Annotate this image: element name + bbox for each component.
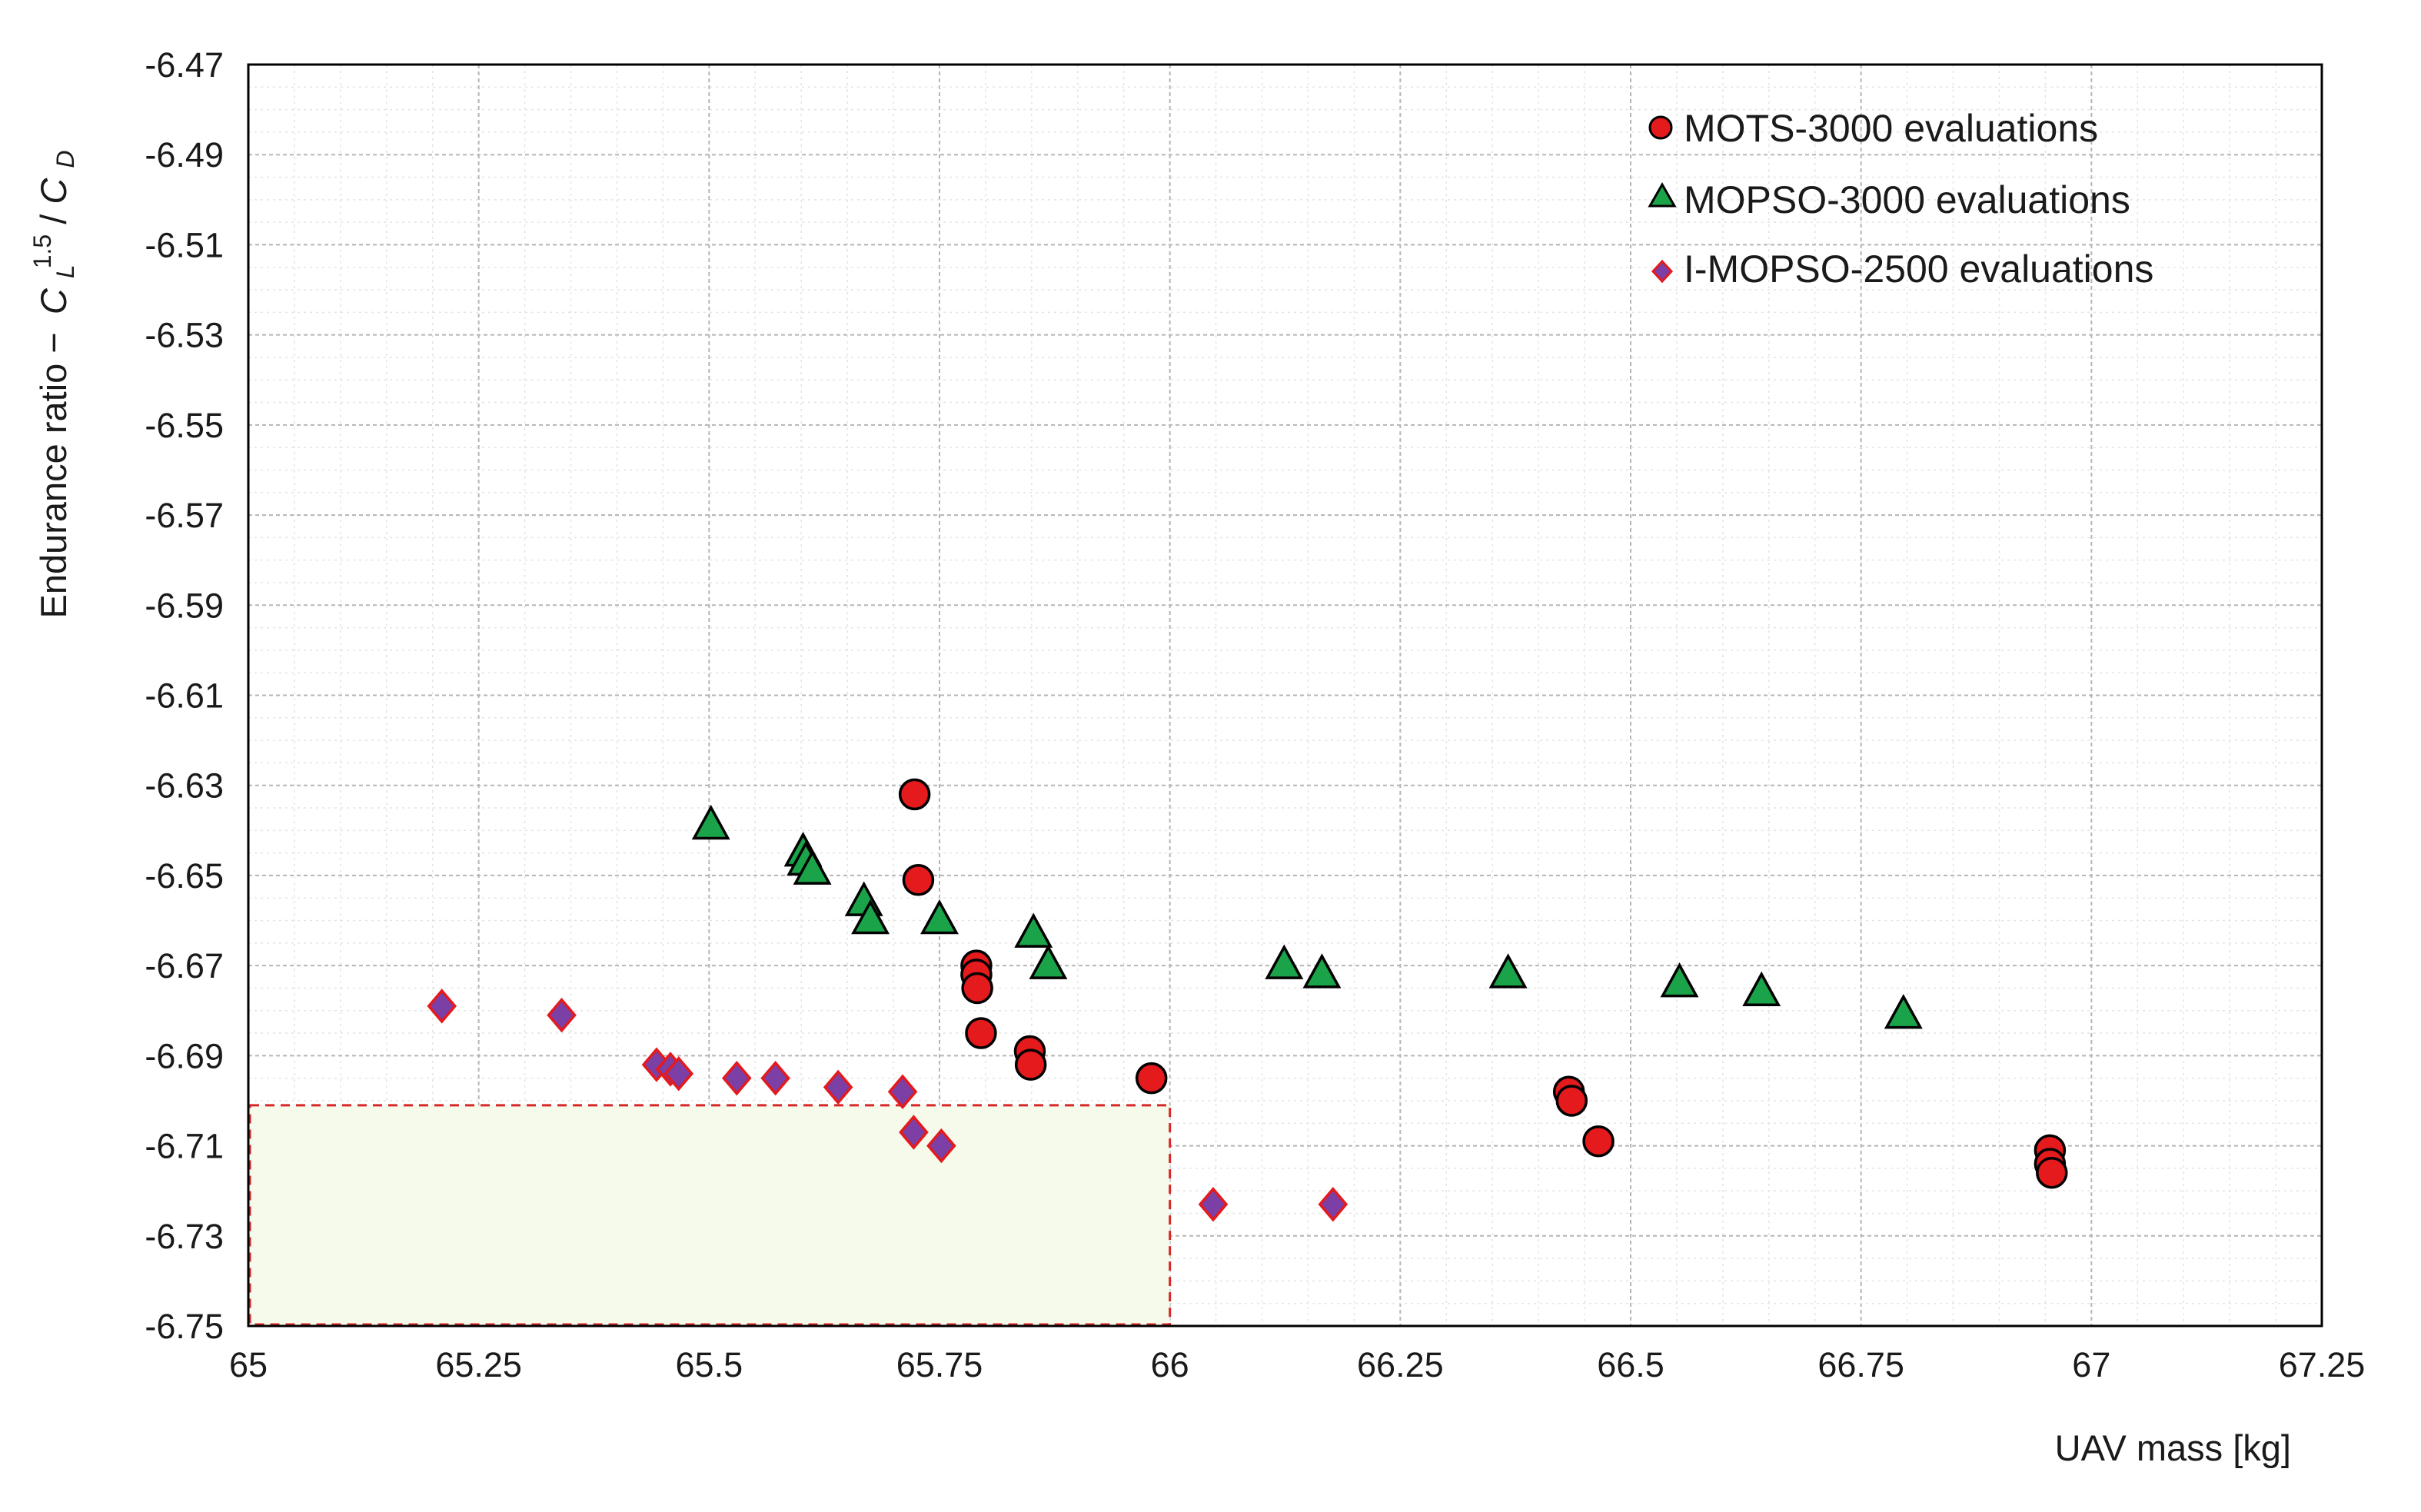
data-point-triangle (1742, 971, 1781, 1007)
legend-item-imopso: I-MOPSO-2500 evaluations (1651, 248, 2153, 291)
data-point-triangle (920, 899, 959, 935)
series-circle (898, 778, 2068, 1189)
data-point-triangle (1660, 962, 1699, 998)
y-tick-label: -6.49 (145, 135, 224, 174)
data-point-triangle (1014, 912, 1053, 948)
series-diamond (427, 989, 1349, 1222)
data-point-triangle (793, 849, 832, 885)
data-point-circle (1555, 1085, 1588, 1117)
data-point-triangle (1884, 993, 1923, 1029)
y-axis-title-prefix: Endurance ratio − (33, 332, 74, 618)
data-point-diamond (427, 989, 457, 1024)
series-triangle (691, 804, 1923, 1029)
x-tick-label: 65.5 (676, 1345, 743, 1384)
y-tick-label: -6.71 (145, 1127, 224, 1166)
data-point-triangle (1488, 953, 1528, 989)
legend-item-mopso: MOPSO-3000 evaluations (1648, 178, 2130, 221)
y-axis-title: Endurance ratio − C L 1.5 / C D (18, 150, 81, 618)
y-tick-label: -6.57 (145, 496, 224, 535)
legend-label-mots: MOTS-3000 evaluations (1684, 107, 2098, 150)
x-tick-label: 65.75 (896, 1345, 983, 1384)
data-point-triangle (1265, 944, 1304, 979)
data-point-circle (1014, 1048, 1047, 1081)
legend-marker-triangle (1648, 181, 1677, 208)
y-tick-label: -6.75 (145, 1307, 224, 1346)
x-tick-label: 67 (2072, 1345, 2110, 1384)
data-point-circle (965, 1017, 997, 1049)
data-point-diamond (721, 1060, 752, 1096)
y-tick-label: -6.59 (145, 586, 224, 625)
data-point-triangle (1302, 953, 1342, 989)
data-point-diamond (899, 1115, 929, 1150)
data-point-circle (2036, 1156, 2068, 1189)
legend-marker-circle (1648, 115, 1673, 140)
data-point-diamond (547, 997, 577, 1033)
x-tick-label: 65 (229, 1345, 268, 1384)
y-axis-title-slash: / (33, 204, 74, 224)
data-point-circle (898, 778, 931, 811)
y-tick-label: -6.61 (145, 676, 224, 716)
x-tick-label: 67.25 (2279, 1345, 2366, 1384)
y-tick-label: -6.73 (145, 1217, 224, 1256)
y-tick-label: -6.69 (145, 1036, 224, 1075)
y-axis-title-cl-sub: L (52, 264, 79, 278)
y-axis-ticks: -6.47 -6.49 -6.51 -6.53 -6.55 -6.57 -6.59 -6.61… (145, 45, 224, 1346)
y-tick-label: -6.47 (145, 45, 224, 85)
data-points (427, 778, 2068, 1222)
data-point-circle (1582, 1125, 1615, 1158)
data-point-diamond (926, 1128, 956, 1164)
x-tick-label: 66.75 (1817, 1345, 1904, 1384)
legend: MOTS-3000 evaluations MOPSO-3000 evaluat… (1648, 107, 2153, 291)
y-axis-title-cd: C (33, 178, 74, 204)
data-point-circle (961, 972, 993, 1005)
data-point-triangle (1029, 944, 1068, 979)
legend-marker-diamond (1651, 259, 1674, 284)
y-tick-label: -6.51 (145, 225, 224, 264)
y-axis-title-cd-sub: D (52, 150, 79, 168)
x-axis-ticks: 65 65.25 65.5 65.75 66 66.25 66.5 66.75 67 67.25 (229, 1345, 2365, 1384)
data-point-triangle (691, 804, 730, 840)
y-tick-label: -6.63 (145, 766, 224, 806)
legend-label-imopso: I-MOPSO-2500 evaluations (1684, 248, 2153, 291)
data-point-diamond (887, 1074, 918, 1109)
x-axis-title: UAV mass [kg] (2055, 1427, 2291, 1468)
x-tick-label: 66 (1151, 1345, 1189, 1384)
y-tick-label: -6.53 (145, 316, 224, 355)
data-point-diamond (663, 1056, 694, 1092)
x-tick-label: 65.25 (435, 1345, 522, 1384)
plot-area-border (247, 63, 2323, 1328)
x-tick-label: 66.25 (1357, 1345, 1444, 1384)
data-point-diamond (823, 1069, 853, 1105)
data-point-circle (1135, 1062, 1168, 1095)
data-point-diamond (760, 1060, 790, 1096)
y-tick-label: -6.67 (145, 946, 224, 985)
y-tick-label: -6.55 (145, 406, 224, 445)
legend-label-mopso: MOPSO-3000 evaluations (1684, 178, 2130, 221)
highlight-region (248, 1104, 1172, 1326)
x-tick-label: 66.5 (1597, 1345, 1664, 1384)
y-axis-title-cl-sup: 1.5 (28, 234, 56, 268)
highlight-region-rect (248, 1104, 1172, 1326)
y-tick-label: -6.65 (145, 856, 224, 896)
data-point-diamond (1318, 1187, 1349, 1222)
data-point-triangle (851, 899, 890, 935)
y-axis-title-cl: C (33, 287, 74, 314)
data-point-diamond (1198, 1187, 1229, 1222)
legend-item-mots: MOTS-3000 evaluations (1648, 107, 2098, 150)
data-point-circle (902, 864, 935, 896)
